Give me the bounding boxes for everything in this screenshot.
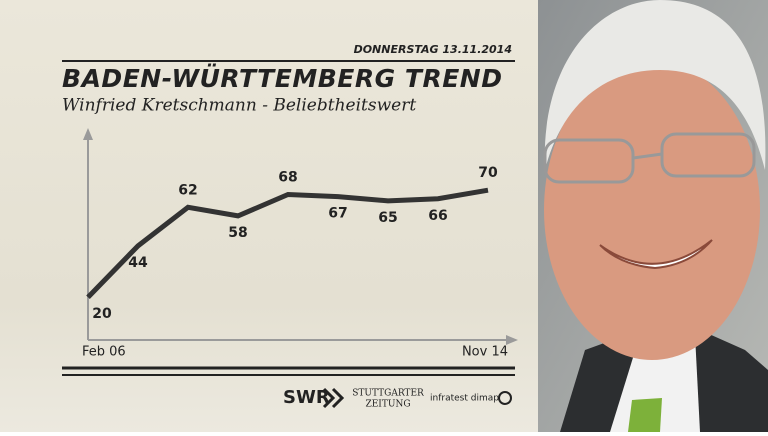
date: DONNERSTAG 13.11.2014 <box>354 43 512 56</box>
data-label: 67 <box>328 206 347 222</box>
data-label: 58 <box>228 225 247 241</box>
data-label: 66 <box>428 208 447 224</box>
data-label: 65 <box>378 210 397 226</box>
axis-arrow <box>83 128 93 140</box>
data-label: 62 <box>178 182 197 198</box>
x-tick-label: Feb 06 <box>82 345 126 360</box>
logo-swr: SWR <box>283 387 330 408</box>
data-label: 20 <box>92 306 112 322</box>
axis-arrow <box>506 335 518 345</box>
line <box>86 187 489 299</box>
panel <box>0 0 538 432</box>
logo-sz: ZEITUNG <box>365 400 410 410</box>
logo-arrows <box>322 387 345 409</box>
portrait <box>538 0 768 432</box>
subtitle: Winfried Kretschmann - Beliebtheitswert <box>62 96 416 116</box>
data-label: 70 <box>478 165 498 181</box>
chart-title: BADEN-WÜRTTEMBERG TREND <box>62 63 502 93</box>
logo-sz: STUTTGARTER <box>352 389 424 399</box>
data-label: 44 <box>128 255 148 271</box>
logo-infratest: infratest dimap <box>430 394 499 404</box>
logo-icon <box>498 391 512 405</box>
data-label: 68 <box>278 169 297 185</box>
x-tick-label: Nov 14 <box>462 345 508 360</box>
